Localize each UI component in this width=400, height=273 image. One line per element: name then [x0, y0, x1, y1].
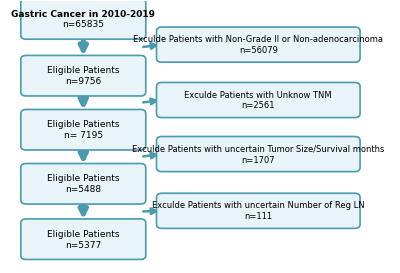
Text: n= 7195: n= 7195	[64, 131, 103, 140]
FancyBboxPatch shape	[21, 55, 146, 96]
Text: Eligible Patients: Eligible Patients	[47, 66, 120, 75]
Text: n=65835: n=65835	[62, 20, 104, 29]
Text: Exculde Patients with uncertain Number of Reg LN: Exculde Patients with uncertain Number o…	[152, 201, 364, 210]
Text: n=5488: n=5488	[65, 185, 101, 194]
Text: Exculde Patients with Non-Grade II or Non-adenocarcinoma: Exculde Patients with Non-Grade II or No…	[133, 35, 383, 44]
Text: n=56079: n=56079	[239, 46, 278, 55]
FancyBboxPatch shape	[21, 0, 146, 39]
Text: n=111: n=111	[244, 212, 272, 221]
FancyBboxPatch shape	[156, 193, 360, 229]
Text: Eligible Patients: Eligible Patients	[47, 120, 120, 129]
FancyBboxPatch shape	[21, 219, 146, 259]
Text: n=1707: n=1707	[242, 156, 275, 165]
FancyBboxPatch shape	[156, 82, 360, 118]
Text: n=9756: n=9756	[65, 77, 102, 86]
Text: Exculde Patients with Unknow TNM: Exculde Patients with Unknow TNM	[184, 91, 332, 100]
Text: Exculde Patients with uncertain Tumor Size/Survival months: Exculde Patients with uncertain Tumor Si…	[132, 145, 384, 154]
FancyBboxPatch shape	[156, 136, 360, 172]
Text: Eligible Patients: Eligible Patients	[47, 230, 120, 239]
Text: n=5377: n=5377	[65, 241, 102, 250]
Text: Eligible Patients: Eligible Patients	[47, 174, 120, 183]
Text: n=2561: n=2561	[242, 102, 275, 111]
FancyBboxPatch shape	[156, 27, 360, 62]
Text: Gastric Cancer in 2010-2019: Gastric Cancer in 2010-2019	[11, 10, 155, 19]
FancyBboxPatch shape	[21, 109, 146, 150]
FancyBboxPatch shape	[21, 164, 146, 204]
